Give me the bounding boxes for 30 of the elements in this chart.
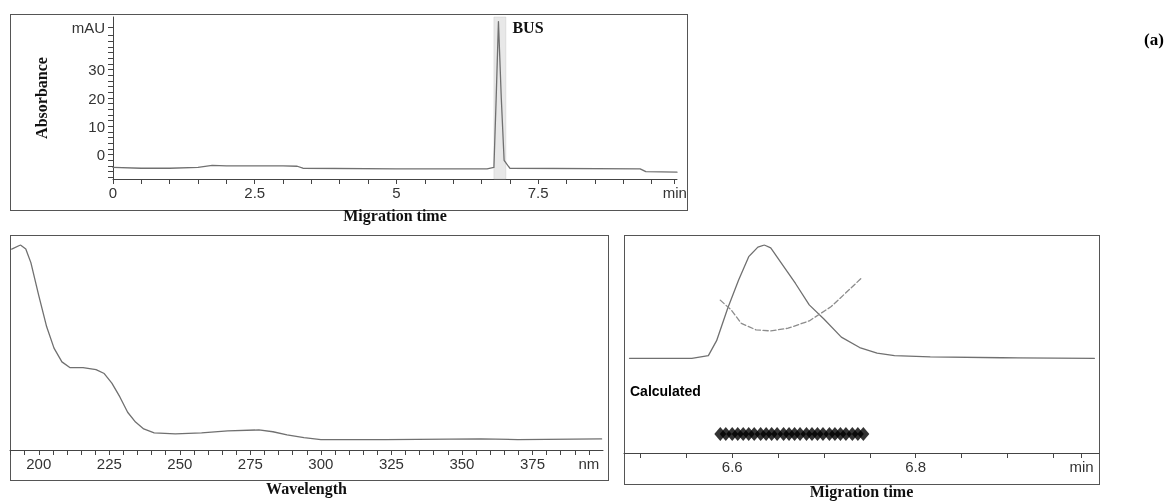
x-tick-label: 200: [26, 455, 52, 472]
x-tick-label: 250: [167, 455, 193, 472]
x-axis-title: Wavelength: [266, 479, 348, 498]
x-tick-label: 350: [449, 455, 475, 472]
x-axis-title: Migration time: [809, 482, 914, 501]
x-tick-label: nm: [578, 455, 600, 472]
y-tick-label: 30: [88, 61, 105, 79]
annotation: Calculated: [630, 383, 701, 399]
y-tick-label: mAU: [71, 18, 105, 36]
x-tick-label: 0: [108, 184, 118, 201]
y-tick-label: 10: [88, 117, 105, 135]
x-axis-title: Migration time: [343, 206, 447, 225]
y-tick-label: 20: [88, 89, 105, 107]
line-series: [112, 20, 678, 173]
x-tick-label: 325: [378, 455, 404, 472]
x-tick-label: 375: [519, 455, 545, 472]
x-tick-label: 225: [96, 455, 122, 472]
annotation: BUS: [512, 19, 544, 37]
x-tick-label: 275: [237, 455, 263, 472]
y-tick-label: 0: [96, 146, 105, 164]
x-tick-label: min: [1069, 458, 1094, 475]
x-tick-label: 6.8: [905, 458, 927, 475]
x-tick-label: 300: [308, 455, 334, 472]
text: (a): [1144, 30, 1164, 50]
x-tick-label: 6.6: [721, 458, 743, 475]
x-tick-label: 7.5: [527, 184, 549, 201]
x-tick-label: min: [662, 184, 687, 201]
x-tick-label: 2.5: [244, 184, 266, 201]
y-axis-title: Absorbance: [32, 57, 50, 139]
x-tick-label: 5: [392, 184, 401, 201]
